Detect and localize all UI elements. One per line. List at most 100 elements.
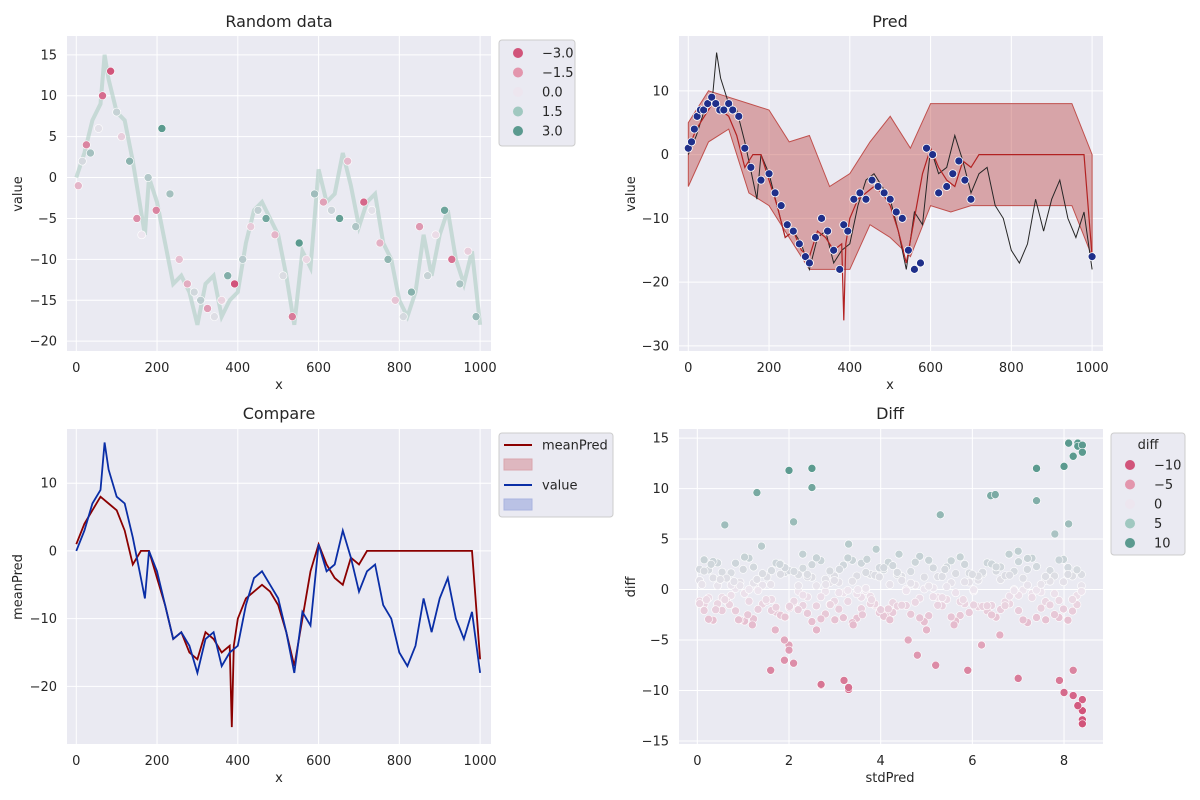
scatter-point — [1054, 596, 1064, 605]
ylabel-compare: meanPred — [11, 554, 26, 620]
scatter-point — [843, 597, 853, 606]
legend-frame — [498, 432, 614, 518]
scatter-point — [715, 575, 725, 584]
scatter-point — [789, 517, 798, 527]
marks-random — [74, 54, 483, 326]
scatter-point — [960, 577, 969, 587]
scatter-point — [748, 620, 757, 630]
scatter-point — [1078, 719, 1087, 729]
training-point — [1087, 252, 1097, 262]
scatter-point — [771, 602, 781, 612]
scatter-point — [910, 557, 920, 567]
scatter-point — [196, 295, 205, 305]
legend-marker — [513, 48, 523, 58]
x-tick-label: 400 — [837, 361, 862, 376]
x-tick-label: 400 — [225, 754, 250, 769]
scatter-point — [964, 608, 974, 617]
scatter-point — [1004, 549, 1014, 559]
scatter-point — [1041, 615, 1051, 625]
scatter-point — [1005, 570, 1014, 580]
scatter-point — [784, 645, 794, 655]
scatter-point — [106, 66, 115, 76]
training-point — [782, 220, 792, 230]
scatter-point — [906, 609, 916, 619]
ylabel-pred: value — [624, 176, 639, 212]
training-point — [724, 99, 734, 108]
scatter-point — [960, 560, 969, 569]
scatter-point — [1050, 529, 1060, 539]
scatter-point — [793, 605, 803, 615]
y-tick-label: 0 — [661, 148, 669, 163]
x-tick-label: 400 — [225, 361, 250, 376]
scatter-point — [928, 563, 938, 573]
legend-marker — [513, 87, 523, 97]
scatter-point — [335, 214, 344, 223]
scatter-point — [310, 189, 319, 199]
scatter-point — [151, 205, 161, 215]
scatter-point — [1054, 555, 1064, 565]
scatter-point — [230, 279, 239, 289]
scatter-point — [98, 91, 107, 101]
scatter-point — [720, 595, 730, 604]
legend-label: 1.5 — [542, 105, 563, 120]
scatter-point — [399, 312, 408, 321]
scatter-point — [766, 580, 775, 589]
training-point — [835, 264, 845, 274]
scatter-point — [702, 595, 711, 604]
scatter-point — [327, 205, 336, 215]
scatter-point — [951, 569, 960, 578]
scatter-point — [753, 605, 763, 614]
legend-label: 0.0 — [542, 86, 563, 101]
scatter-point — [1078, 447, 1087, 457]
scatter-point — [367, 205, 377, 215]
scatter-point — [1009, 586, 1019, 595]
ylabel-diff: diff — [624, 576, 639, 598]
scatter-point — [463, 246, 473, 256]
scatter-point — [1032, 464, 1041, 473]
title-compare: Compare — [243, 404, 316, 423]
scatter-point — [906, 578, 916, 588]
x-tick-label: 1000 — [1076, 361, 1109, 376]
scatter-point — [711, 605, 720, 615]
scatter-point — [844, 683, 853, 692]
scatter-point — [862, 554, 872, 564]
training-point — [954, 156, 964, 166]
x-tick-label: 2 — [785, 754, 793, 769]
scatter-point — [699, 555, 709, 565]
training-point — [867, 175, 877, 185]
x-tick-label: 4 — [877, 754, 885, 769]
scatter-point — [807, 560, 817, 570]
scatter-point — [744, 596, 754, 606]
training-point — [800, 252, 810, 262]
panel-diff: Diff 0 2 4 6 8 15 10 5 0 −5 −10 −15 stdPred diff di… — [624, 404, 1186, 786]
scatter-point — [112, 107, 121, 117]
scatter-point — [875, 572, 884, 582]
scatter-point — [1023, 554, 1032, 563]
scatter-point — [812, 625, 821, 635]
scatter-point — [987, 610, 996, 620]
scatter-point — [1078, 695, 1087, 704]
scatter-point — [812, 553, 821, 563]
y-tick-label: −10 — [642, 684, 669, 699]
scatter-point — [749, 562, 758, 572]
training-point — [948, 169, 958, 179]
scatter-point — [1072, 565, 1082, 575]
scatter-point — [807, 464, 817, 473]
ylabel-random: value — [11, 176, 26, 212]
training-point — [839, 220, 849, 230]
scatter-point — [343, 156, 352, 166]
x-tick-label: 0 — [684, 361, 692, 376]
scatter-point — [835, 565, 844, 574]
scatter-point — [825, 566, 835, 576]
scatter-point — [734, 615, 743, 625]
scatter-point — [757, 541, 766, 551]
scatter-point — [951, 588, 960, 598]
legend-marker — [1125, 499, 1135, 509]
scatter-point — [288, 312, 297, 321]
scatter-point — [1068, 665, 1078, 675]
scatter-point — [1055, 676, 1064, 685]
scatter-point — [915, 552, 925, 561]
scatter-point — [695, 599, 704, 608]
scatter-point — [816, 592, 826, 602]
scatter-point — [785, 602, 794, 611]
